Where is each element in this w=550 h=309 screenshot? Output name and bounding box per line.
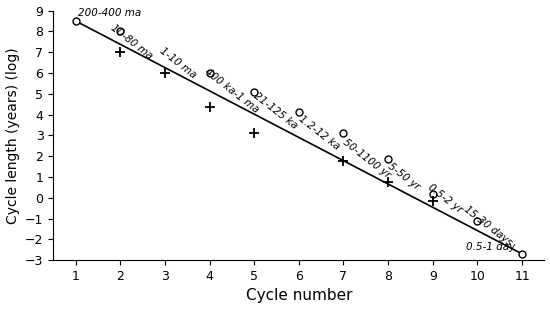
Text: 1-10 ma: 1-10 ma bbox=[158, 45, 199, 80]
Text: 10-80 ma: 10-80 ma bbox=[109, 23, 155, 61]
Text: 50-1100 yr: 50-1100 yr bbox=[341, 137, 392, 180]
Text: 21-125 ka: 21-125 ka bbox=[252, 91, 299, 131]
Text: 1.2-12 ka: 1.2-12 ka bbox=[296, 114, 342, 152]
Text: 5-50 yr: 5-50 yr bbox=[386, 161, 421, 192]
Text: 400 ka-1 ma: 400 ka-1 ma bbox=[203, 67, 261, 116]
Text: 200-400 ma: 200-400 ma bbox=[78, 8, 141, 18]
Text: 0.5-1 day: 0.5-1 day bbox=[466, 242, 515, 252]
Text: 0.5-2 yr: 0.5-2 yr bbox=[426, 183, 464, 215]
X-axis label: Cycle number: Cycle number bbox=[246, 288, 352, 303]
Text: 15-30 days: 15-30 days bbox=[462, 205, 514, 248]
Y-axis label: Cycle length (years) (log): Cycle length (years) (log) bbox=[6, 47, 20, 224]
